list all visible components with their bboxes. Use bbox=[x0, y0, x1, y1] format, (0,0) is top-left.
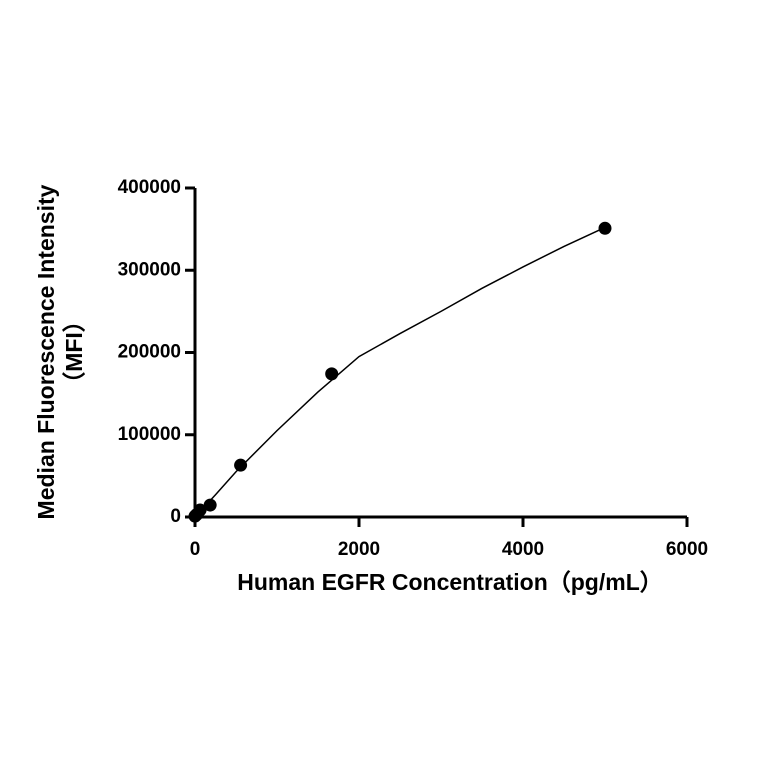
data-point bbox=[234, 458, 248, 472]
x-tick-label: 2000 bbox=[338, 539, 380, 560]
y-axis-label-line: Median Fluorescence Intensity bbox=[33, 184, 59, 519]
x-tick-label: 4000 bbox=[502, 539, 544, 560]
y-tick-label: 100000 bbox=[118, 424, 181, 445]
y-tick-label: 300000 bbox=[118, 259, 181, 280]
data-point bbox=[203, 498, 217, 512]
y-axis-label-line: （MFI） bbox=[61, 309, 87, 395]
x-tick-label: 6000 bbox=[666, 539, 708, 560]
data-point bbox=[325, 367, 339, 381]
x-tick-label: 0 bbox=[190, 539, 201, 560]
y-axis-label: Median Fluorescence Intensity （MFI） bbox=[33, 184, 87, 519]
data-point bbox=[193, 503, 207, 517]
y-tick-label: 400000 bbox=[118, 177, 181, 198]
fit-curve bbox=[194, 226, 606, 518]
y-tick-label: 200000 bbox=[118, 342, 181, 363]
y-tick-label: 0 bbox=[170, 506, 181, 527]
x-axis-label: Human EGFR Concentration（pg/mL） bbox=[237, 569, 663, 595]
